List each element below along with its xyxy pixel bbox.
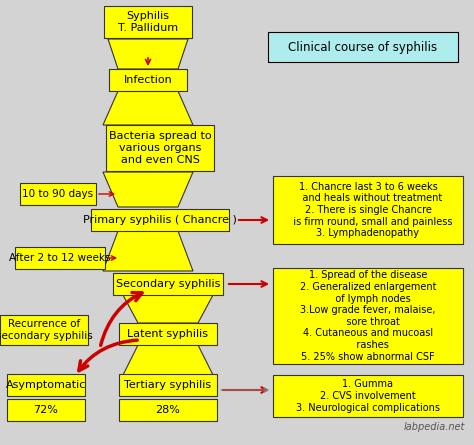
FancyBboxPatch shape [104,6,192,38]
Polygon shape [123,295,213,323]
FancyBboxPatch shape [7,374,85,396]
Text: labpedia.net: labpedia.net [404,422,465,432]
Text: Clinical course of syphilis: Clinical course of syphilis [289,40,438,53]
Text: Latent syphilis: Latent syphilis [128,329,209,339]
Text: 10 to 90 days: 10 to 90 days [22,189,93,199]
FancyBboxPatch shape [20,183,96,205]
Text: 72%: 72% [34,405,58,415]
Polygon shape [108,39,188,69]
FancyBboxPatch shape [119,323,217,345]
FancyBboxPatch shape [91,209,229,231]
Text: Recurrence of
secondary syphilis: Recurrence of secondary syphilis [0,319,92,341]
FancyBboxPatch shape [273,268,463,364]
Text: Secondary syphilis: Secondary syphilis [116,279,220,289]
FancyBboxPatch shape [113,273,223,295]
Text: Bacteria spread to
various organs
and even CNS: Bacteria spread to various organs and ev… [109,131,211,165]
FancyBboxPatch shape [273,375,463,417]
Text: After 2 to 12 weeks: After 2 to 12 weeks [9,253,111,263]
FancyBboxPatch shape [15,247,105,269]
Text: 28%: 28% [155,405,181,415]
Text: Infection: Infection [124,75,173,85]
Text: 1. Spread of the disease
2. Generalized enlargement
   of lymph nodes
3.Low grad: 1. Spread of the disease 2. Generalized … [300,271,436,362]
FancyBboxPatch shape [268,32,458,62]
FancyBboxPatch shape [273,176,463,244]
Polygon shape [123,345,213,375]
Text: Syphilis
T. Pallidum: Syphilis T. Pallidum [118,11,178,33]
FancyBboxPatch shape [0,315,88,345]
FancyBboxPatch shape [119,374,217,396]
Polygon shape [103,231,193,271]
Text: 1. Gumma
2. CVS involvement
3. Neurological complications: 1. Gumma 2. CVS involvement 3. Neurologi… [296,380,440,413]
Text: Asymptomatic: Asymptomatic [6,380,86,390]
Text: Tertiary syphilis: Tertiary syphilis [125,380,211,390]
Polygon shape [103,172,193,207]
FancyBboxPatch shape [106,125,214,171]
FancyBboxPatch shape [109,69,187,91]
FancyBboxPatch shape [7,399,85,421]
Polygon shape [103,91,193,125]
Text: 1. Chancre last 3 to 6 weeks
   and heals without treatment
2. There is single C: 1. Chancre last 3 to 6 weeks and heals w… [284,182,452,238]
FancyBboxPatch shape [119,399,217,421]
Text: Primary syphilis ( Chancre ): Primary syphilis ( Chancre ) [83,215,237,225]
